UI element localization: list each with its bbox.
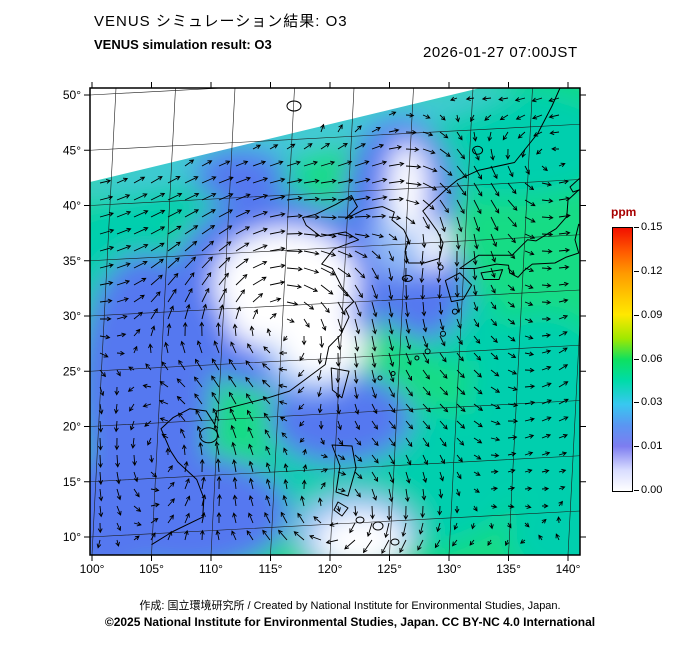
coastline-luzon [331,444,357,497]
lon-tick-label: 120° [318,562,343,576]
coastline-island [355,516,365,524]
coastline-shikoku [480,269,504,280]
coastlines [151,88,580,546]
page-title-english: VENUS simulation result: O3 [94,37,272,52]
colorbar-gradient [613,228,632,491]
lake-khanka [472,145,484,155]
lat-tick-label: 25° [63,364,81,378]
coastline-ryukyu-island [424,348,431,355]
coastline-ryukyu-island [390,371,396,376]
coastline-island [390,538,400,546]
colorbar-tick-label: 0.09 [641,308,663,321]
timestamp: 2026-01-27 07:00JST [423,44,578,61]
latitude-axis-labels: 50° 45° 40° 35° 30° 25° 20° 15° 10° [63,88,81,544]
colorbar-tick-mark [634,314,639,316]
lake-hulun [286,100,302,112]
colorbar-tick-label: 0.01 [641,440,663,453]
coastline-tsushima [437,264,444,271]
credit-line: 作成: 国立環境研究所 / Created by National Instit… [139,600,561,612]
colorbar [612,227,633,492]
coastline-hainan [199,427,219,444]
wind-vector-arrows [96,96,571,555]
colorbar-tick-label: 0.12 [641,264,663,277]
lat-tick-label: 20° [63,420,81,434]
lon-tick-label: 135° [496,562,521,576]
lat-tick-label: 30° [63,309,81,323]
coastline-ryukyu-island [451,308,458,315]
colorbar-tick-mark [634,270,639,272]
lat-tick-label: 40° [63,199,81,213]
coastline-ryukyu-island [440,330,446,337]
coastline-ryukyu-island [377,375,383,381]
colorbar-tick-label: 0.15 [641,221,663,233]
colorbar-tick-mark [634,227,639,228]
coastline-kyushu [444,272,473,303]
lat-tick-label: 45° [63,143,81,157]
colorbar-unit-label: ppm [611,205,637,219]
lon-tick-label: 110° [199,562,223,576]
coastline-island [372,521,384,531]
axis-tick-marks [84,82,586,561]
lon-tick-label: 105° [139,562,164,576]
plot-frame [89,87,581,556]
colorbar-tick-label: 0.06 [641,352,663,365]
page-title-japanese: VENUS シミュレーション結果: O3 [94,13,348,30]
colorbar-tick-mark [634,490,639,491]
lat-tick-label: 10° [63,530,81,544]
colorbar-tick-mark [634,446,639,448]
lon-tick-label: 130° [437,562,462,576]
lat-tick-label: 35° [63,254,81,268]
lat-tick-label: 15° [63,475,81,489]
lon-tick-label: 125° [377,562,402,576]
lat-tick-label: 50° [63,88,81,102]
coastline-hokkaido [569,177,580,193]
coastline-jeju [401,274,413,282]
coastline-taiwan [330,367,350,399]
longitude-axis-labels: 100° 105° 110° 115° 120° 125° 130° 135° 140° [80,562,581,576]
lon-tick-label: 115° [259,562,283,576]
lon-tick-label: 140° [556,562,581,576]
coastline-ryukyu-island [414,355,420,361]
lon-tick-label: 100° [80,562,105,576]
coastline-mainland-asia [151,88,561,546]
copyright-line: ©2025 National Institute for Environment… [104,615,596,629]
coastline-honshu [459,188,580,278]
coastline-mindoro [333,501,349,517]
colorbar-tick-mark [634,358,639,360]
colorbar-tick-mark [634,402,639,404]
colorbar-tick-label: 0.03 [641,396,663,409]
colorbar-tick-label: 0.00 [641,484,663,496]
